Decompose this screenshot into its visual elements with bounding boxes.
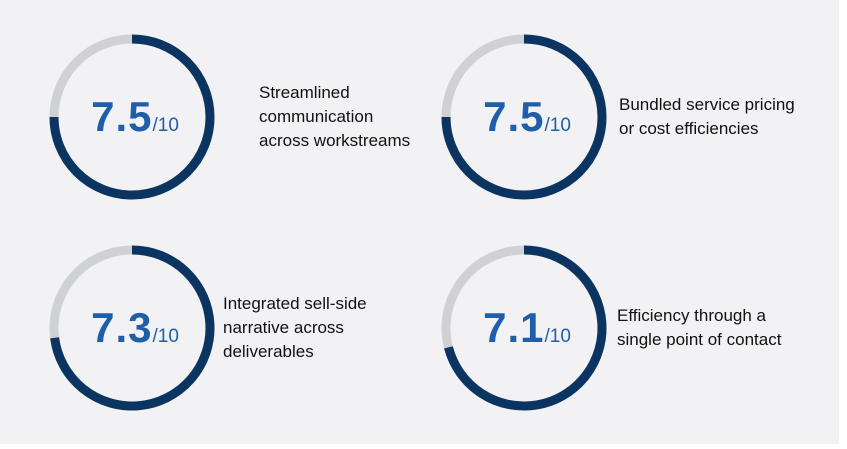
score-value: 7.5 bbox=[91, 93, 153, 140]
metric-label: Efficiency through a single point of con… bbox=[617, 304, 817, 352]
progress-ring bbox=[441, 34, 607, 200]
score-value: 7.1 bbox=[483, 304, 545, 351]
metric-label: Streamlined communication across workstr… bbox=[259, 81, 459, 153]
label-line: communication bbox=[259, 107, 374, 126]
label-line: deliverables bbox=[223, 342, 314, 361]
metric-card: 7.3 /10 Integrated sell-side narrative a… bbox=[37, 233, 437, 423]
label-line: single point of contact bbox=[617, 330, 782, 349]
metric-card: 7.1 /10 Efficiency through a single poin… bbox=[429, 233, 829, 423]
label-line: Efficiency through a bbox=[617, 306, 766, 325]
metric-label: Bundled service pricing or cost efficien… bbox=[619, 93, 819, 141]
progress-ring bbox=[49, 245, 215, 411]
label-line: or cost efficiencies bbox=[619, 119, 759, 138]
metric-label: Integrated sell-side narrative across de… bbox=[223, 292, 423, 364]
score-value: 7.3 bbox=[91, 304, 153, 351]
ring-progress bbox=[441, 34, 607, 200]
label-line: Integrated sell-side bbox=[223, 294, 367, 313]
progress-ring bbox=[441, 245, 607, 411]
metric-card: 7.5 /10 Streamlined communication across… bbox=[37, 22, 437, 212]
label-line: across workstreams bbox=[259, 131, 411, 150]
score-value: 7.5 bbox=[483, 93, 545, 140]
score-denominator: /10 bbox=[152, 115, 179, 136]
score: 7.5 /10 bbox=[37, 22, 227, 212]
score-denominator: /10 bbox=[544, 326, 571, 347]
score-denominator: /10 bbox=[544, 115, 571, 136]
label-line: Streamlined bbox=[259, 83, 350, 102]
ring-progress bbox=[444, 245, 607, 411]
score-denominator: /10 bbox=[152, 326, 179, 347]
score: 7.1 /10 bbox=[429, 233, 619, 423]
metric-card: 7.5 /10 Bundled service pricing or cost … bbox=[429, 22, 829, 212]
label-line: narrative across bbox=[223, 318, 344, 337]
score: 7.3 /10 bbox=[37, 233, 227, 423]
progress-ring bbox=[49, 34, 215, 200]
ring-progress bbox=[49, 34, 215, 200]
scorecard-panel: 7.5 /10 Streamlined communication across… bbox=[0, 0, 839, 444]
score: 7.5 /10 bbox=[429, 22, 619, 212]
label-line: Bundled service pricing bbox=[619, 95, 795, 114]
ring-progress bbox=[50, 245, 215, 411]
